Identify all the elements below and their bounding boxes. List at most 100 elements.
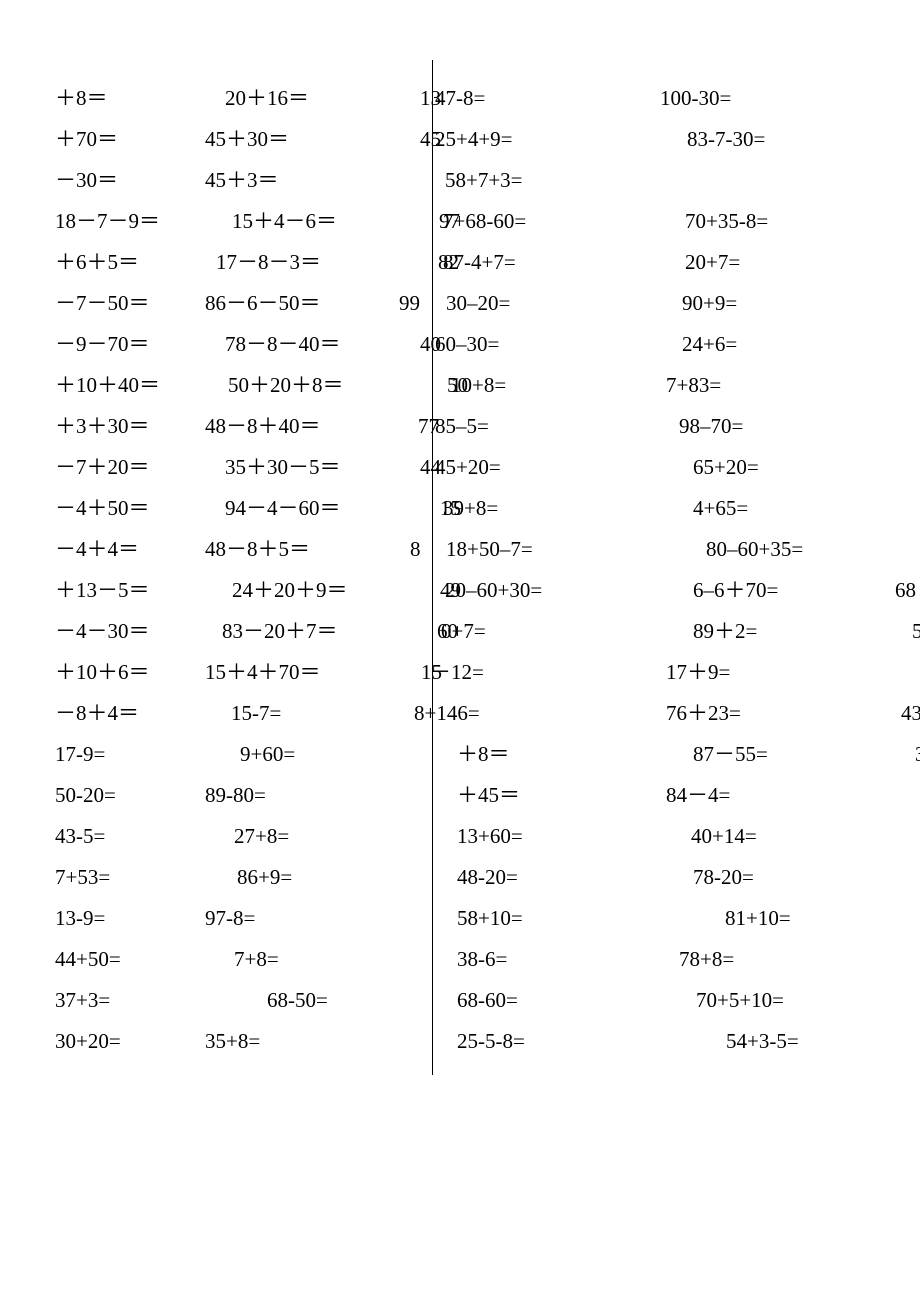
math-expression: 78－8－40＝ [225, 324, 341, 365]
math-expression: 20+7= [685, 242, 740, 283]
math-expression: 50＋20＋8＝ [228, 365, 344, 406]
math-expression: 97-8= [205, 898, 255, 939]
math-expression: －9－70＝ [55, 324, 150, 365]
math-expression: 68 [895, 570, 916, 611]
math-expression: 89＋2= [693, 611, 757, 652]
math-expression: 3 [915, 734, 920, 775]
math-expression: －4＋4＝ [55, 529, 139, 570]
math-expression: 68-60= [457, 980, 518, 1021]
math-expression: 100-30= [660, 78, 731, 119]
math-expression: －7＋20＝ [55, 447, 150, 488]
math-expression: 98–70= [679, 406, 743, 447]
vertical-divider [432, 60, 433, 1075]
math-expression: ＋70＝ [55, 119, 118, 160]
math-expression: 30–20= [446, 283, 510, 324]
math-expression: ＋10＋6＝ [55, 652, 150, 693]
math-expression: ＋3＋30＝ [55, 406, 150, 447]
math-expression: 13+60= [457, 816, 523, 857]
math-expression: 8+146= [414, 693, 480, 734]
math-expression: 83－20＋7＝ [222, 611, 338, 652]
math-expression: 87－55= [693, 734, 768, 775]
math-expression: 89-80= [205, 775, 266, 816]
math-expression: 37+3= [55, 980, 110, 1021]
math-expression: 15＋4＋70＝ [205, 652, 321, 693]
math-expression: 81+10= [725, 898, 791, 939]
math-expression: ＋10＋40＝ [55, 365, 160, 406]
math-expression: 47-8= [435, 78, 485, 119]
math-expression: 38-6= [457, 939, 507, 980]
math-expression: －7－50＝ [55, 283, 150, 324]
math-expression: 18+50–7= [446, 529, 533, 570]
math-expression: 80–60+35= [706, 529, 803, 570]
math-expression: 86－6－50＝ [205, 283, 321, 324]
math-expression: 27+8= [234, 816, 289, 857]
math-expression: 7+68-60= [443, 201, 526, 242]
math-expression: 68-50= [267, 980, 328, 1021]
math-expression: 87-4+7= [443, 242, 516, 283]
math-expression: 18－7－9＝ [55, 201, 160, 242]
math-expression: 70+35-8= [685, 201, 768, 242]
math-expression: 65+20= [693, 447, 759, 488]
math-expression: 9+60= [240, 734, 295, 775]
math-expression: －8＋4＝ [55, 693, 139, 734]
math-expression: 54+3-5= [726, 1021, 799, 1062]
math-expression: －4－30＝ [55, 611, 150, 652]
math-expression: －12= [430, 652, 484, 693]
math-expression: 48－8＋40＝ [205, 406, 321, 447]
math-expression: 25-5-8= [457, 1021, 525, 1062]
math-expression: 94－4－60＝ [225, 488, 341, 529]
math-expression: 40+14= [691, 816, 757, 857]
math-expression: 76＋23= [666, 693, 741, 734]
math-expression: 7+8= [234, 939, 279, 980]
math-expression: 43-5= [55, 816, 105, 857]
math-expression: 17＋9= [666, 652, 730, 693]
math-expression: 60–30= [435, 324, 499, 365]
math-expression: ＋8＝ [457, 734, 510, 775]
math-expression: 70+5+10= [696, 980, 784, 1021]
math-expression: 10+8= [451, 365, 506, 406]
math-expression: 45＋3＝ [205, 160, 279, 201]
math-expression: －4＋50＝ [55, 488, 150, 529]
math-expression: 7+83= [666, 365, 721, 406]
math-expression: 25+4+9= [435, 119, 513, 160]
math-expression: 15＋4－6＝ [232, 201, 337, 242]
math-expression: 48-20= [457, 857, 518, 898]
math-expression: 24＋20＋9＝ [232, 570, 348, 611]
math-expression: 0+7= [441, 611, 486, 652]
math-expression: 17－8－3＝ [216, 242, 321, 283]
math-expression: 50-20= [55, 775, 116, 816]
math-expression: 85–5= [435, 406, 489, 447]
math-expression: 17-9= [55, 734, 105, 775]
math-expression: 15-7= [231, 693, 281, 734]
math-expression: 84－4= [666, 775, 730, 816]
math-expression: 6–6＋70= [693, 570, 778, 611]
math-expression: 58+10= [457, 898, 523, 939]
math-expression: 83-7-30= [687, 119, 765, 160]
math-expression: 4+65= [693, 488, 748, 529]
math-expression: 8 [410, 529, 421, 570]
math-expression: 45＋30＝ [205, 119, 289, 160]
math-expression: 20＋16＝ [225, 78, 309, 119]
math-expression: 7+53= [55, 857, 110, 898]
math-expression: 45+20= [435, 447, 501, 488]
math-expression: 86+9= [237, 857, 292, 898]
math-expression: 5 [912, 611, 920, 652]
math-expression: 24+6= [682, 324, 737, 365]
math-expression: －30＝ [55, 160, 118, 201]
math-expression: 58+7+3= [445, 160, 523, 201]
math-expression: 43 [901, 693, 920, 734]
math-expression: 39+8= [443, 488, 498, 529]
math-expression: 13-9= [55, 898, 105, 939]
math-expression: 30+20= [55, 1021, 121, 1062]
math-expression: 78+8= [679, 939, 734, 980]
math-expression: 78-20= [693, 857, 754, 898]
math-expression: 90+9= [682, 283, 737, 324]
math-expression: 20–60+30= [445, 570, 542, 611]
math-expression: 99 [399, 283, 420, 324]
math-expression: 48－8＋5＝ [205, 529, 310, 570]
math-expression: ＋45＝ [457, 775, 520, 816]
math-expression: ＋13－5＝ [55, 570, 150, 611]
math-expression: ＋6＋5＝ [55, 242, 139, 283]
math-expression: 44+50= [55, 939, 121, 980]
math-expression: ＋8＝ [55, 78, 108, 119]
